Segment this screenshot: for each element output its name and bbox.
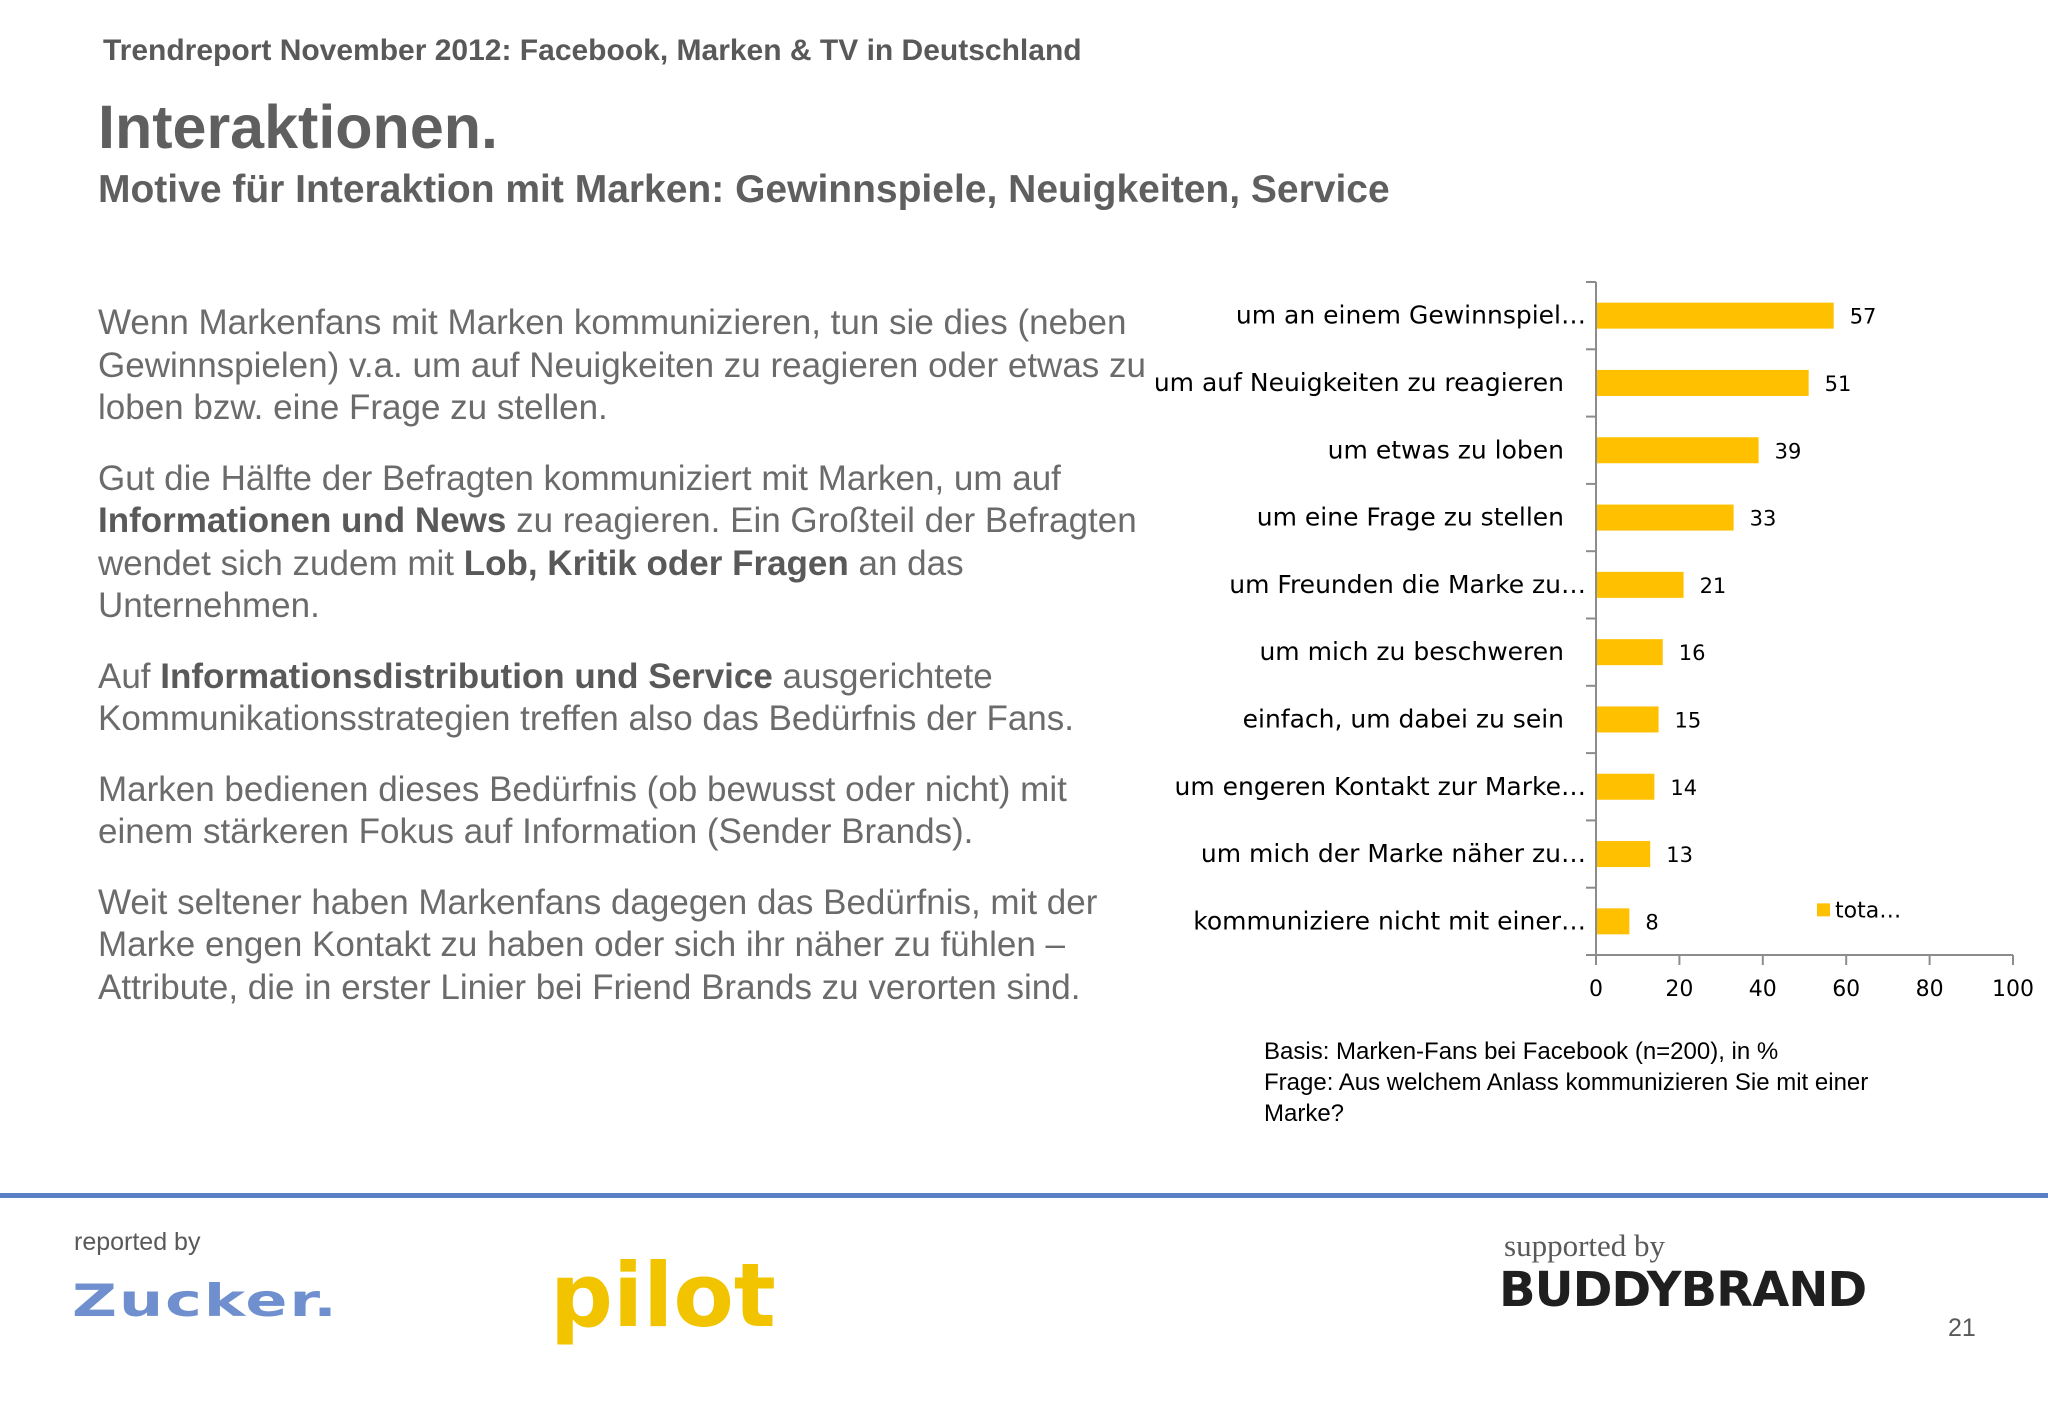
paragraph-2-text-b: zu reagieren. Ein Großteil der Befragten… [98,501,1137,583]
x-tick-label: 40 [1749,977,1777,1002]
paragraph-2-text-a: Gut die Hälfte der Befragten kommunizier… [98,458,1061,498]
paragraph-3-text-a: Auf [98,656,161,696]
bar [1597,369,1809,396]
x-tick-label: 0 [1589,977,1603,1002]
buddybrand-logo: BUDDYBRAND [1499,1262,1867,1318]
page-subtitle: Motive für Interaktion mit Marken: Gewin… [98,168,1390,211]
body-text: Wenn Markenfans mit Marken kommunizieren… [98,302,1148,1037]
bar [1597,302,1834,329]
category-label: kommuniziere nicht mit einer… [1193,906,1586,935]
paragraph-2-text-c: an das Unternehmen. [98,543,964,626]
bar-chart: 0 20 40 60 80 100 um an einem Gewinnspiel… 57 um… [1154,281,2034,1002]
page-title: Interaktionen. [98,93,498,161]
paragraph-2: Gut die Hälfte der Befragten kommunizier… [98,458,1148,628]
bar [1597,504,1734,531]
data-label: 14 [1670,776,1697,800]
data-label: 21 [1700,574,1727,598]
paragraph-5: Weit seltener haben Markenfans dagegen d… [98,882,1098,1007]
paragraph-3: Auf Informationsdistribution und Service… [98,656,1148,741]
category-label: um mich der Marke näher zu… [1201,839,1586,868]
category-label: um auf Neuigkeiten zu reagieren [1154,368,1564,397]
question-note-line-2: Marke? [1264,1100,1345,1127]
data-label: 33 [1750,507,1777,531]
data-label: 16 [1679,641,1706,665]
data-label: 51 [1825,372,1852,396]
bar [1597,908,1630,935]
x-tick-label: 100 [1992,977,2034,1002]
category-label: um Freunden die Marke zu… [1229,570,1586,599]
paragraph-1: Wenn Markenfans mit Marken kommunizieren… [98,303,1146,427]
bar [1597,706,1659,733]
chart-note: Basis: Marken-Fans bei Facebook (n=200),… [1264,1036,1984,1129]
x-tick-label: 80 [1916,977,1944,1002]
legend-swatch [1817,903,1830,917]
data-label: 57 [1850,305,1877,329]
category-label: um an einem Gewinnspiel… [1236,301,1586,330]
bar [1597,571,1684,598]
basis-note: Basis: Marken-Fans bei Facebook (n=200),… [1264,1038,1779,1065]
reported-by-label: reported by [74,1228,201,1256]
category-label: einfach, um dabei zu sein [1243,704,1564,733]
bar [1597,841,1651,868]
category-label: um etwas zu loben [1328,435,1564,464]
data-label: 15 [1675,708,1702,732]
footer-divider [0,1193,2048,1198]
supported-by-label: supported by [1504,1228,1666,1263]
category-label: um engeren Kontakt zur Marke… [1175,772,1587,801]
paragraph-2-bold-b: Lob, Kritik oder Fragen [463,543,849,583]
x-tick-label: 60 [1832,977,1860,1002]
category-label: um eine Frage zu stellen [1257,503,1564,532]
category-label: um mich zu beschweren [1259,637,1564,666]
paragraph-3-text-b: ausgerichtete Kommunikationsstrategien t… [98,656,1074,739]
paragraph-2-bold-a: Informationen und News [98,501,507,540]
data-label: 8 [1645,910,1658,934]
page-number: 21 [1948,1314,1976,1342]
bar [1597,639,1663,666]
x-tick-label: 20 [1665,977,1693,1002]
legend-label: tota… [1835,898,1901,923]
data-label: 39 [1775,439,1802,463]
question-note-line-1: Frage: Aus welchem Anlass kommunizieren … [1264,1069,1869,1096]
report-header-line: Trendreport November 2012: Facebook, Mar… [103,34,1082,67]
zucker-logo: Zucker. [72,1274,339,1327]
paragraph-3-bold: Informationsdistribution und Service [160,656,773,696]
pilot-logo: pilot [550,1244,776,1347]
bar [1597,773,1655,800]
paragraph-4: Marken bedienen dieses Bedürfnis (ob bew… [98,769,1067,852]
bar [1597,437,1759,464]
data-label: 13 [1666,843,1693,867]
